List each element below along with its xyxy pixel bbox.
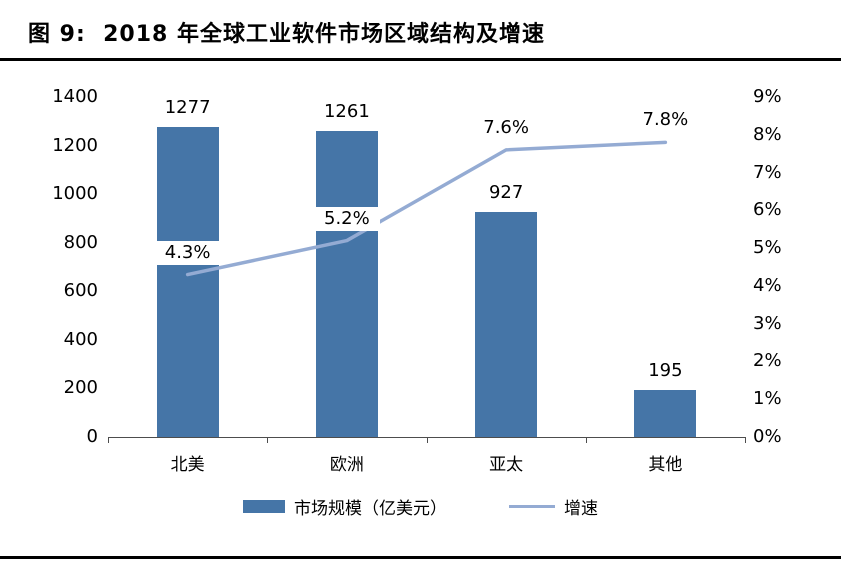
right-axis-tick-label: 9% xyxy=(753,86,782,107)
right-axis-tick-label: 2% xyxy=(753,350,782,372)
bar-北美 xyxy=(156,126,219,437)
x-axis-category-label: 欧洲 xyxy=(329,455,364,475)
right-axis-tick-label: 0% xyxy=(753,426,782,447)
growth-point-label: 7.6% xyxy=(473,115,540,140)
right-axis-tick-label: 8% xyxy=(753,123,782,145)
right-axis-tick-label: 3% xyxy=(753,312,782,334)
x-axis-tick xyxy=(585,437,587,443)
left-axis-tick-label: 600 xyxy=(63,280,98,302)
bar-value-label: 1261 xyxy=(323,100,370,122)
bar-series-swatch xyxy=(243,500,285,513)
line-series-swatch xyxy=(509,505,555,508)
right-axis-tick-label: 1% xyxy=(753,388,782,410)
bar-value-label: 195 xyxy=(648,359,683,381)
left-axis-tick-label: 1400 xyxy=(52,86,98,107)
right-axis-tick-label: 4% xyxy=(753,274,782,296)
legend-item-growth: 增速 xyxy=(509,494,598,519)
left-axis-tick-label: 800 xyxy=(63,231,98,253)
footer-rule xyxy=(0,556,841,559)
left-axis-tick-label: 0 xyxy=(86,426,98,447)
legend-label-market-size: 市场规模（亿美元） xyxy=(294,499,447,519)
growth-point-label: 5.2% xyxy=(313,206,380,231)
legend-label-growth: 增速 xyxy=(564,499,598,519)
x-axis-tick xyxy=(267,437,269,443)
legend-item-market-size: 市场规模（亿美元） xyxy=(243,494,447,519)
growth-point-label: 4.3% xyxy=(154,240,221,265)
bar-value-label: 927 xyxy=(488,181,524,203)
left-axis-tick-label: 1200 xyxy=(52,134,98,156)
x-axis-tick xyxy=(426,437,428,443)
title-underline-rule xyxy=(0,58,841,61)
figure-title: 图 9: 2018 年全球工业软件市场区域结构及增速 xyxy=(28,22,545,47)
left-axis-tick-label: 1000 xyxy=(52,183,98,205)
growth-line xyxy=(185,140,668,277)
legend: 市场规模（亿美元） 增速 xyxy=(0,494,841,519)
right-axis-tick-label: 7% xyxy=(753,161,782,183)
bar-亚太 xyxy=(475,211,538,437)
x-axis-category-label: 亚太 xyxy=(489,455,524,475)
left-axis-tick-label: 400 xyxy=(63,328,98,350)
bar-value-label: 1277 xyxy=(164,96,211,118)
left-axis-tick-label: 200 xyxy=(63,377,98,399)
bar-欧洲 xyxy=(315,130,378,437)
x-axis-category-label: 其他 xyxy=(648,455,683,475)
bar-其他 xyxy=(634,389,697,437)
x-axis-category-label: 北美 xyxy=(170,455,205,475)
left-y-axis: 0 200 400 600 800 1000 1200 1400 xyxy=(0,86,98,447)
x-axis-tick xyxy=(745,437,746,443)
right-axis-tick-label: 6% xyxy=(753,199,782,221)
plot-area: 1277 1261 927 195 北美 欧洲 亚太 其他 4.3% 5.2% 7.6% 7.8% xyxy=(108,96,746,475)
growth-point-label: 7.8% xyxy=(632,108,699,133)
x-axis-tick xyxy=(108,437,109,443)
right-y-axis: 0% 1% 2% 3% 4% 5% 6% 7% 8% 9% xyxy=(753,86,823,447)
right-axis-tick-label: 5% xyxy=(753,237,782,259)
